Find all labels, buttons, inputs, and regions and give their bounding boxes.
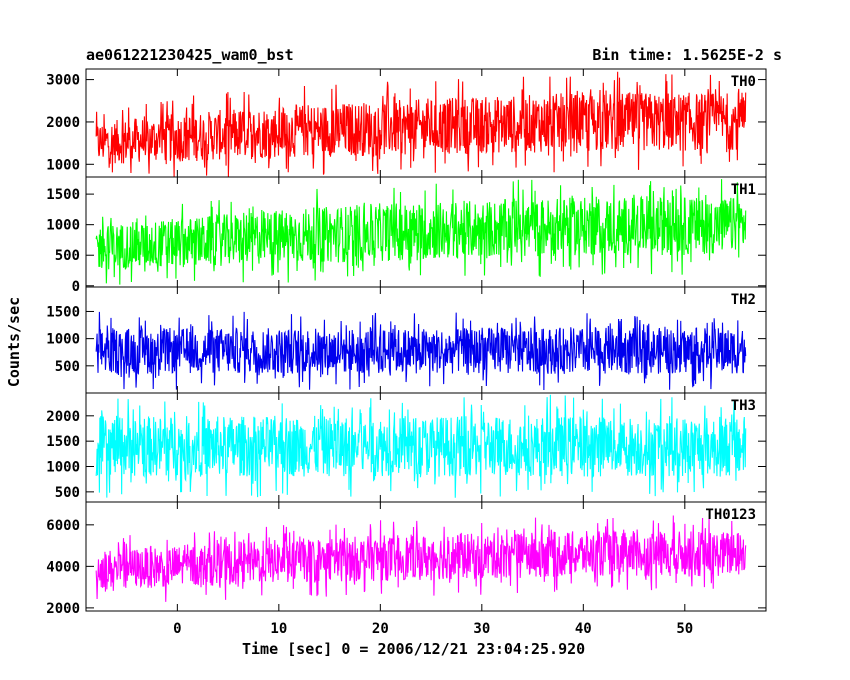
y-tick-label: 0	[72, 279, 80, 295]
panel-frame-th0123	[85, 501, 767, 612]
x-tick-label: 20	[372, 621, 389, 637]
x-tick-label: 30	[473, 621, 490, 637]
series-th2	[95, 311, 747, 390]
y-tick-label: 500	[55, 359, 80, 375]
x-tick-label: 50	[676, 621, 693, 637]
series-th0	[95, 71, 747, 177]
panel-label-th2: TH2	[731, 292, 756, 308]
y-tick-label: 500	[55, 485, 80, 501]
y-tick-label: 2000	[46, 601, 80, 617]
y-tick-label: 3000	[46, 73, 80, 89]
y-tick-label: 1500	[46, 434, 80, 450]
chart-title-left: ae061221230425_wam0_bst	[86, 46, 294, 64]
x-tick-label: 0	[173, 621, 181, 637]
y-tick-label: 1000	[46, 218, 80, 234]
y-tick-label: 500	[55, 248, 80, 264]
panel-label-th3: TH3	[731, 398, 756, 414]
series-th0123	[95, 515, 747, 602]
panel-label-th1: TH1	[731, 182, 756, 198]
y-tick-label: 1000	[46, 332, 80, 348]
y-tick-label: 4000	[46, 559, 80, 575]
series-th3	[95, 394, 747, 498]
y-tick-label: 1000	[46, 157, 80, 173]
y-tick-label: 1500	[46, 304, 80, 320]
y-tick-label: 1500	[46, 187, 80, 203]
y-axis-label: Counts/sec	[5, 296, 23, 388]
x-tick-label: 10	[270, 621, 287, 637]
x-tick-label: 40	[575, 621, 592, 637]
y-tick-label: 1000	[46, 460, 80, 476]
chart-title-right: Bin time: 1.5625E-2 s	[592, 46, 782, 64]
panel-label-th0: TH0	[731, 74, 756, 90]
y-tick-label: 2000	[46, 409, 80, 425]
y-tick-label: 2000	[46, 115, 80, 131]
y-tick-label: 6000	[46, 518, 80, 534]
series-th1	[95, 179, 747, 285]
x-axis-label: Time [sec] 0 = 2006/12/21 23:04:25.920	[242, 640, 586, 658]
panel-label-th0123: TH0123	[705, 507, 756, 523]
